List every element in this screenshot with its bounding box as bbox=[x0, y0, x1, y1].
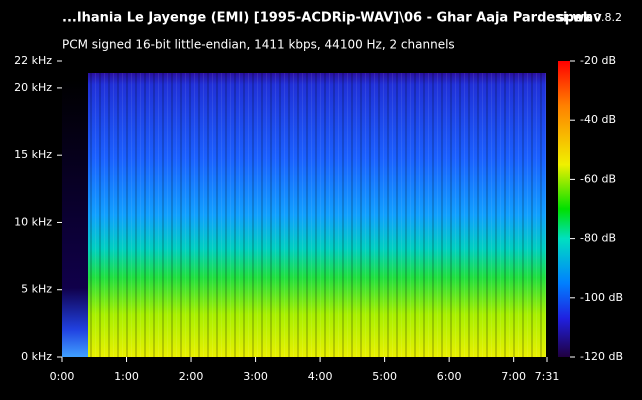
x-tick-label: 7:00 bbox=[501, 370, 526, 383]
x-tick-label: 3:00 bbox=[243, 370, 268, 383]
colorbar-tick-label: -80 dB bbox=[580, 232, 616, 245]
subtitle: PCM signed 16-bit little-endian, 1411 kb… bbox=[62, 38, 455, 52]
app-name: spek bbox=[557, 11, 592, 26]
colorbar-tick-label: -40 dB bbox=[580, 113, 616, 126]
x-tick-label: 5:00 bbox=[372, 370, 397, 383]
axes: 0:00 1:00 2:00 3:00 4:00 5:00 6:00 7:00 7:31 0 kH… bbox=[14, 54, 623, 383]
y-tick-label: 5 kHz bbox=[21, 283, 52, 296]
x-tick-label: 7:31 bbox=[535, 370, 560, 383]
x-tick-label: 1:00 bbox=[114, 370, 139, 383]
colorbar-tick-label: -120 dB bbox=[580, 350, 623, 363]
spectrogram-texture bbox=[88, 73, 546, 357]
colorbar-tick-label: -60 dB bbox=[580, 172, 616, 185]
x-tick-label: 6:00 bbox=[437, 370, 462, 383]
colorbar-tick-label: -100 dB bbox=[580, 291, 623, 304]
y-tick-label: 20 kHz bbox=[14, 81, 52, 94]
colorbar bbox=[558, 61, 570, 357]
x-tick-label: 4:00 bbox=[308, 370, 333, 383]
y-tick-label: 15 kHz bbox=[14, 148, 52, 161]
colorbar-tick-label: -20 dB bbox=[580, 54, 616, 67]
app-version: 0.8.2 bbox=[594, 11, 622, 24]
y-tick-label: 0 kHz bbox=[21, 350, 52, 363]
y-tick-label: 22 kHz bbox=[14, 54, 52, 67]
y-tick-label: 10 kHz bbox=[14, 215, 52, 228]
x-tick-label: 2:00 bbox=[179, 370, 204, 383]
x-tick-label: 0:00 bbox=[50, 370, 75, 383]
spectrogram-lead bbox=[62, 80, 88, 357]
title: ...Ihania Le Jayenge (EMI) [1995-ACDRip-… bbox=[62, 11, 602, 26]
